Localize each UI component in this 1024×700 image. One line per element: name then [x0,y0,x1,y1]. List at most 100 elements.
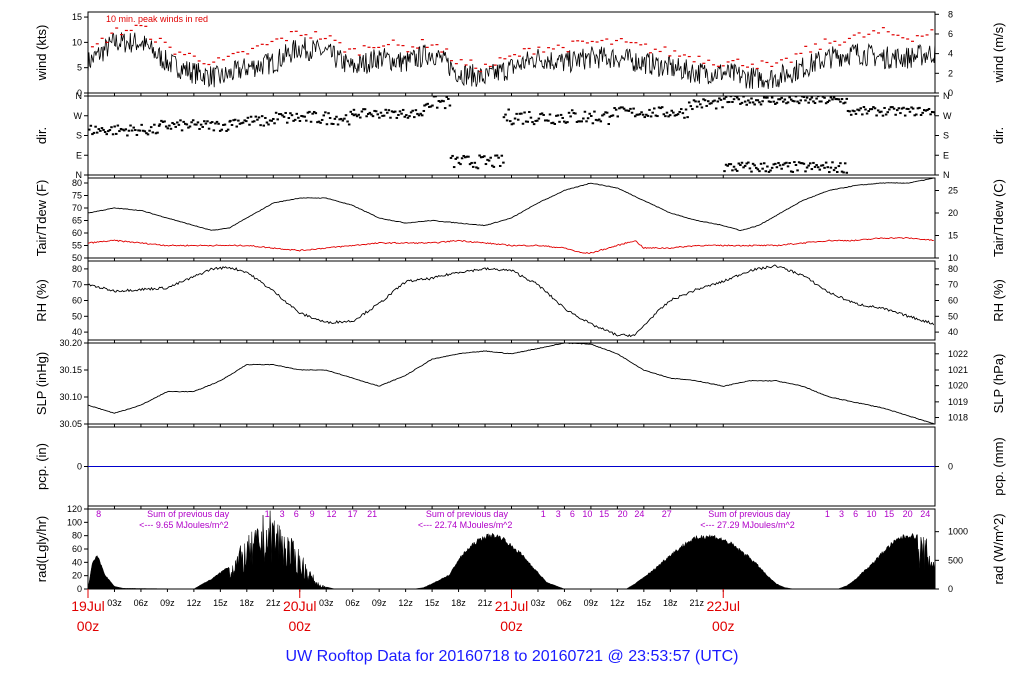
dir-point [333,117,337,120]
dir-point [748,101,752,104]
dir-point [381,114,384,117]
rad-hour-mark: 1 [265,509,270,519]
dir-point [578,120,582,123]
x-hour-label: 18z [451,598,466,608]
dir-point [423,104,426,107]
slp-ytick-label: 30.05 [59,419,82,429]
dir-point [590,114,593,117]
dir-point [279,113,283,116]
dir-point [151,131,155,134]
dir-point [654,114,658,117]
dir-point [761,167,764,170]
rad-area [88,510,935,589]
dir-point [448,104,452,107]
slp-rtick-label: 1021 [948,365,968,375]
dir-point [829,166,833,169]
slp-plot [88,343,934,424]
dir-point [464,156,467,159]
dir-point [646,114,650,117]
dir-point [791,170,795,173]
dir-point [405,114,408,117]
dir-point [818,100,822,103]
dir-point [788,162,791,165]
dir-point [276,118,279,121]
rad-ylabel: rad(Lgly/hr) [34,516,49,582]
dir-point [734,96,737,98]
dir-point [731,100,734,103]
wind-plot [88,24,935,89]
dir-point [449,156,453,159]
dir-point [237,119,240,122]
slp-ytick-label: 30.15 [59,365,82,375]
slp-series-line [88,343,934,424]
temp-ytick-label: 50 [72,253,82,263]
dir-point [867,110,870,113]
dir-point [689,105,693,108]
dir-point [384,108,387,111]
dir-point [332,123,335,126]
dir-point [262,124,266,127]
dir-point [799,162,802,165]
dir-point [694,100,697,103]
dir-point [591,122,595,125]
dir-point [287,117,291,120]
dir-point [794,96,798,98]
dir-point [336,123,340,126]
dir-point [748,167,752,170]
dir-point [431,104,434,107]
dir-point [119,127,123,130]
dir-point [797,102,801,105]
dir-point [610,114,613,117]
dir-ytick-label: N [76,170,83,180]
dir-point [875,114,878,117]
slp-ytick-label: 30.20 [59,338,82,348]
dir-point [459,163,462,166]
rad-hour-mark: 24 [634,509,644,519]
dir-point [601,114,604,117]
dir-point [550,122,553,125]
dir-point [872,106,875,109]
dir-point [201,125,204,128]
dir-point [311,112,314,115]
dir-point [718,97,721,100]
dir-point [809,162,812,165]
dir-point [534,119,537,122]
dir-point [437,100,441,103]
dir-point [320,118,324,121]
dir-point [107,130,110,133]
dir-point [347,123,351,126]
wind-rtick-label: 6 [948,29,953,39]
dir-point [759,162,763,165]
x-hour-label: 21z [266,598,281,608]
dir-point [285,121,289,124]
dir-point [395,116,399,119]
dir-point [758,101,761,104]
dir-point [816,166,820,169]
dir-point [582,117,585,120]
temp-ytick-label: 65 [72,216,82,226]
dir-point [454,157,458,160]
dir-point [828,171,831,174]
dir-point [569,115,572,118]
dir-point [812,100,815,103]
temp-rtick-label: 15 [948,231,958,241]
dir-point [180,129,184,132]
dir-point [823,166,826,169]
dir-point [481,155,485,158]
dir-point [846,109,850,112]
dir-ylabel-right: dir. [991,127,1006,144]
rh-rtick-label: 50 [948,311,958,321]
dir-point [662,113,666,116]
rad-hour-mark: 3 [556,509,561,519]
dir-point [676,113,680,116]
dir-point [190,121,193,124]
dir-point [637,113,640,116]
dir-point [198,127,201,130]
dir-point [116,124,120,127]
dir-point [801,96,804,98]
temp-rtick-label: 10 [948,253,958,263]
dir-point [916,107,920,110]
dir-point [861,113,864,116]
dir-point [300,114,303,117]
